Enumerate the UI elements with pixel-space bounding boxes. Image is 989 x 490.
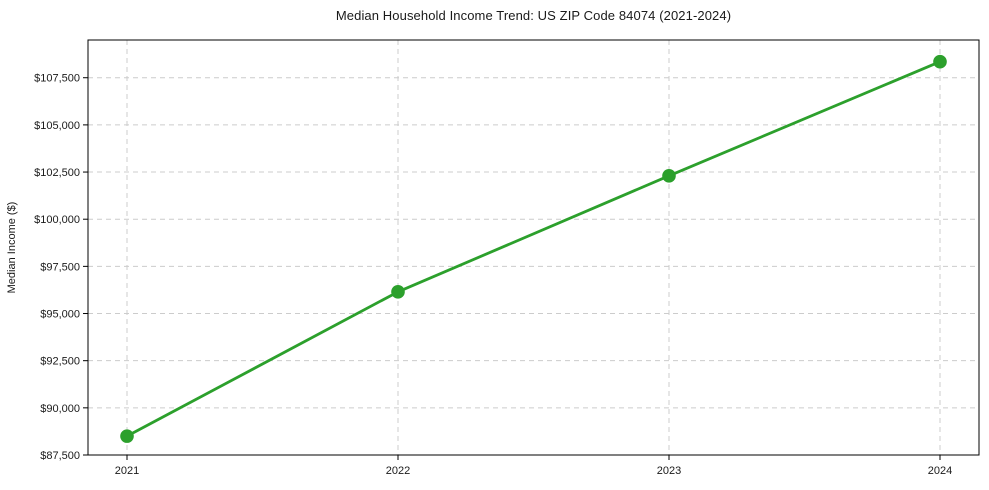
y-tick-label: $87,500	[40, 450, 80, 462]
x-tick-label: 2021	[115, 465, 139, 477]
x-tick-label: 2024	[928, 465, 952, 477]
y-tick-label: $105,000	[34, 120, 80, 132]
x-tick-label: 2023	[657, 465, 681, 477]
data-point	[120, 429, 134, 443]
y-tick-label: $97,500	[40, 261, 80, 273]
data-point	[391, 285, 405, 299]
y-tick-label: $92,500	[40, 356, 80, 368]
y-tick-label: $100,000	[34, 214, 80, 226]
y-tick-label: $107,500	[34, 73, 80, 85]
trend-line	[125, 60, 942, 438]
x-tick-label: 2022	[386, 465, 410, 477]
data-point	[662, 169, 676, 183]
y-tick-label: $102,500	[34, 167, 80, 179]
y-axis-label: Median Income ($)	[6, 202, 18, 294]
y-tick-label: $95,000	[40, 309, 80, 321]
y-tick-label: $90,000	[40, 403, 80, 415]
data-point	[933, 54, 947, 69]
axes-frame	[87, 39, 980, 456]
chart-title: Median Household Income Trend: US ZIP Co…	[335, 8, 732, 23]
